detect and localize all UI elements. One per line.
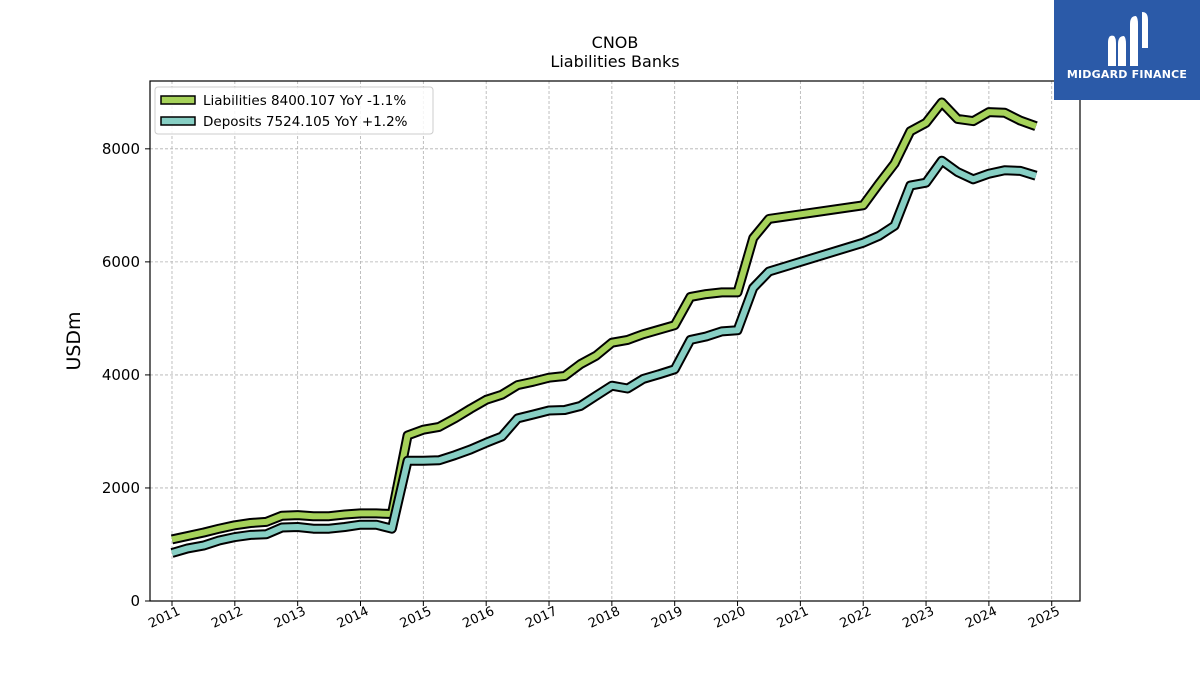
y-tick-label: 0 (130, 592, 140, 610)
midgard-logo-mark-icon (1108, 12, 1148, 66)
y-tick-label: 2000 (102, 479, 140, 497)
legend-label: Liabilities 8400.107 YoY -1.1% (203, 93, 406, 109)
brand-name: MIDGARD FINANCE (1066, 68, 1188, 81)
chart-subtitle: Liabilities Banks (550, 52, 679, 71)
x-tick-label: 2019 (649, 604, 685, 632)
x-tick-label: 2016 (461, 604, 497, 632)
x-tick-label: 2024 (963, 604, 999, 632)
chart-title: CNOB (592, 33, 639, 52)
y-axis-label: USDm (63, 311, 85, 370)
x-tick-label: 2013 (272, 604, 308, 632)
legend: Liabilities 8400.107 YoY -1.1% Deposits 7… (154, 86, 434, 135)
series-line-outline (170, 155, 1038, 558)
y-tick-label: 6000 (102, 253, 140, 271)
x-axis: 2011 2012 2013 2014 2015 2016 2017 2018 2019 2020… (146, 601, 1062, 632)
x-tick-label: 2018 (586, 604, 622, 632)
x-tick-label: 2017 (523, 604, 559, 632)
x-tick-label: 2011 (146, 604, 182, 632)
series-line-liabilities (171, 99, 1038, 543)
plot-area-frame (149, 80, 1081, 602)
series-line-outline (170, 97, 1038, 545)
y-tick-label: 4000 (102, 366, 140, 384)
series-line-deposits (171, 157, 1037, 556)
x-tick-label: 2025 (1026, 604, 1062, 632)
brand-logo: MIDGARD FINANCE (1054, 0, 1200, 100)
legend-box (154, 86, 434, 135)
series-layer (170, 97, 1038, 558)
y-tick-label: 8000 (102, 140, 140, 158)
x-tick-label: 2023 (900, 604, 936, 632)
x-tick-label: 2022 (838, 604, 874, 632)
legend-label: Deposits 7524.105 YoY +1.2% (203, 114, 408, 130)
x-tick-label: 2020 (712, 604, 748, 632)
y-axis: 0 2000 4000 6000 8000 (102, 140, 150, 610)
legend-swatch (160, 116, 196, 126)
x-tick-label: 2015 (398, 604, 434, 632)
x-tick-label: 2021 (775, 604, 811, 632)
x-tick-label: 2012 (209, 604, 245, 632)
x-tick-label: 2014 (335, 604, 371, 632)
legend-swatch (160, 95, 196, 105)
